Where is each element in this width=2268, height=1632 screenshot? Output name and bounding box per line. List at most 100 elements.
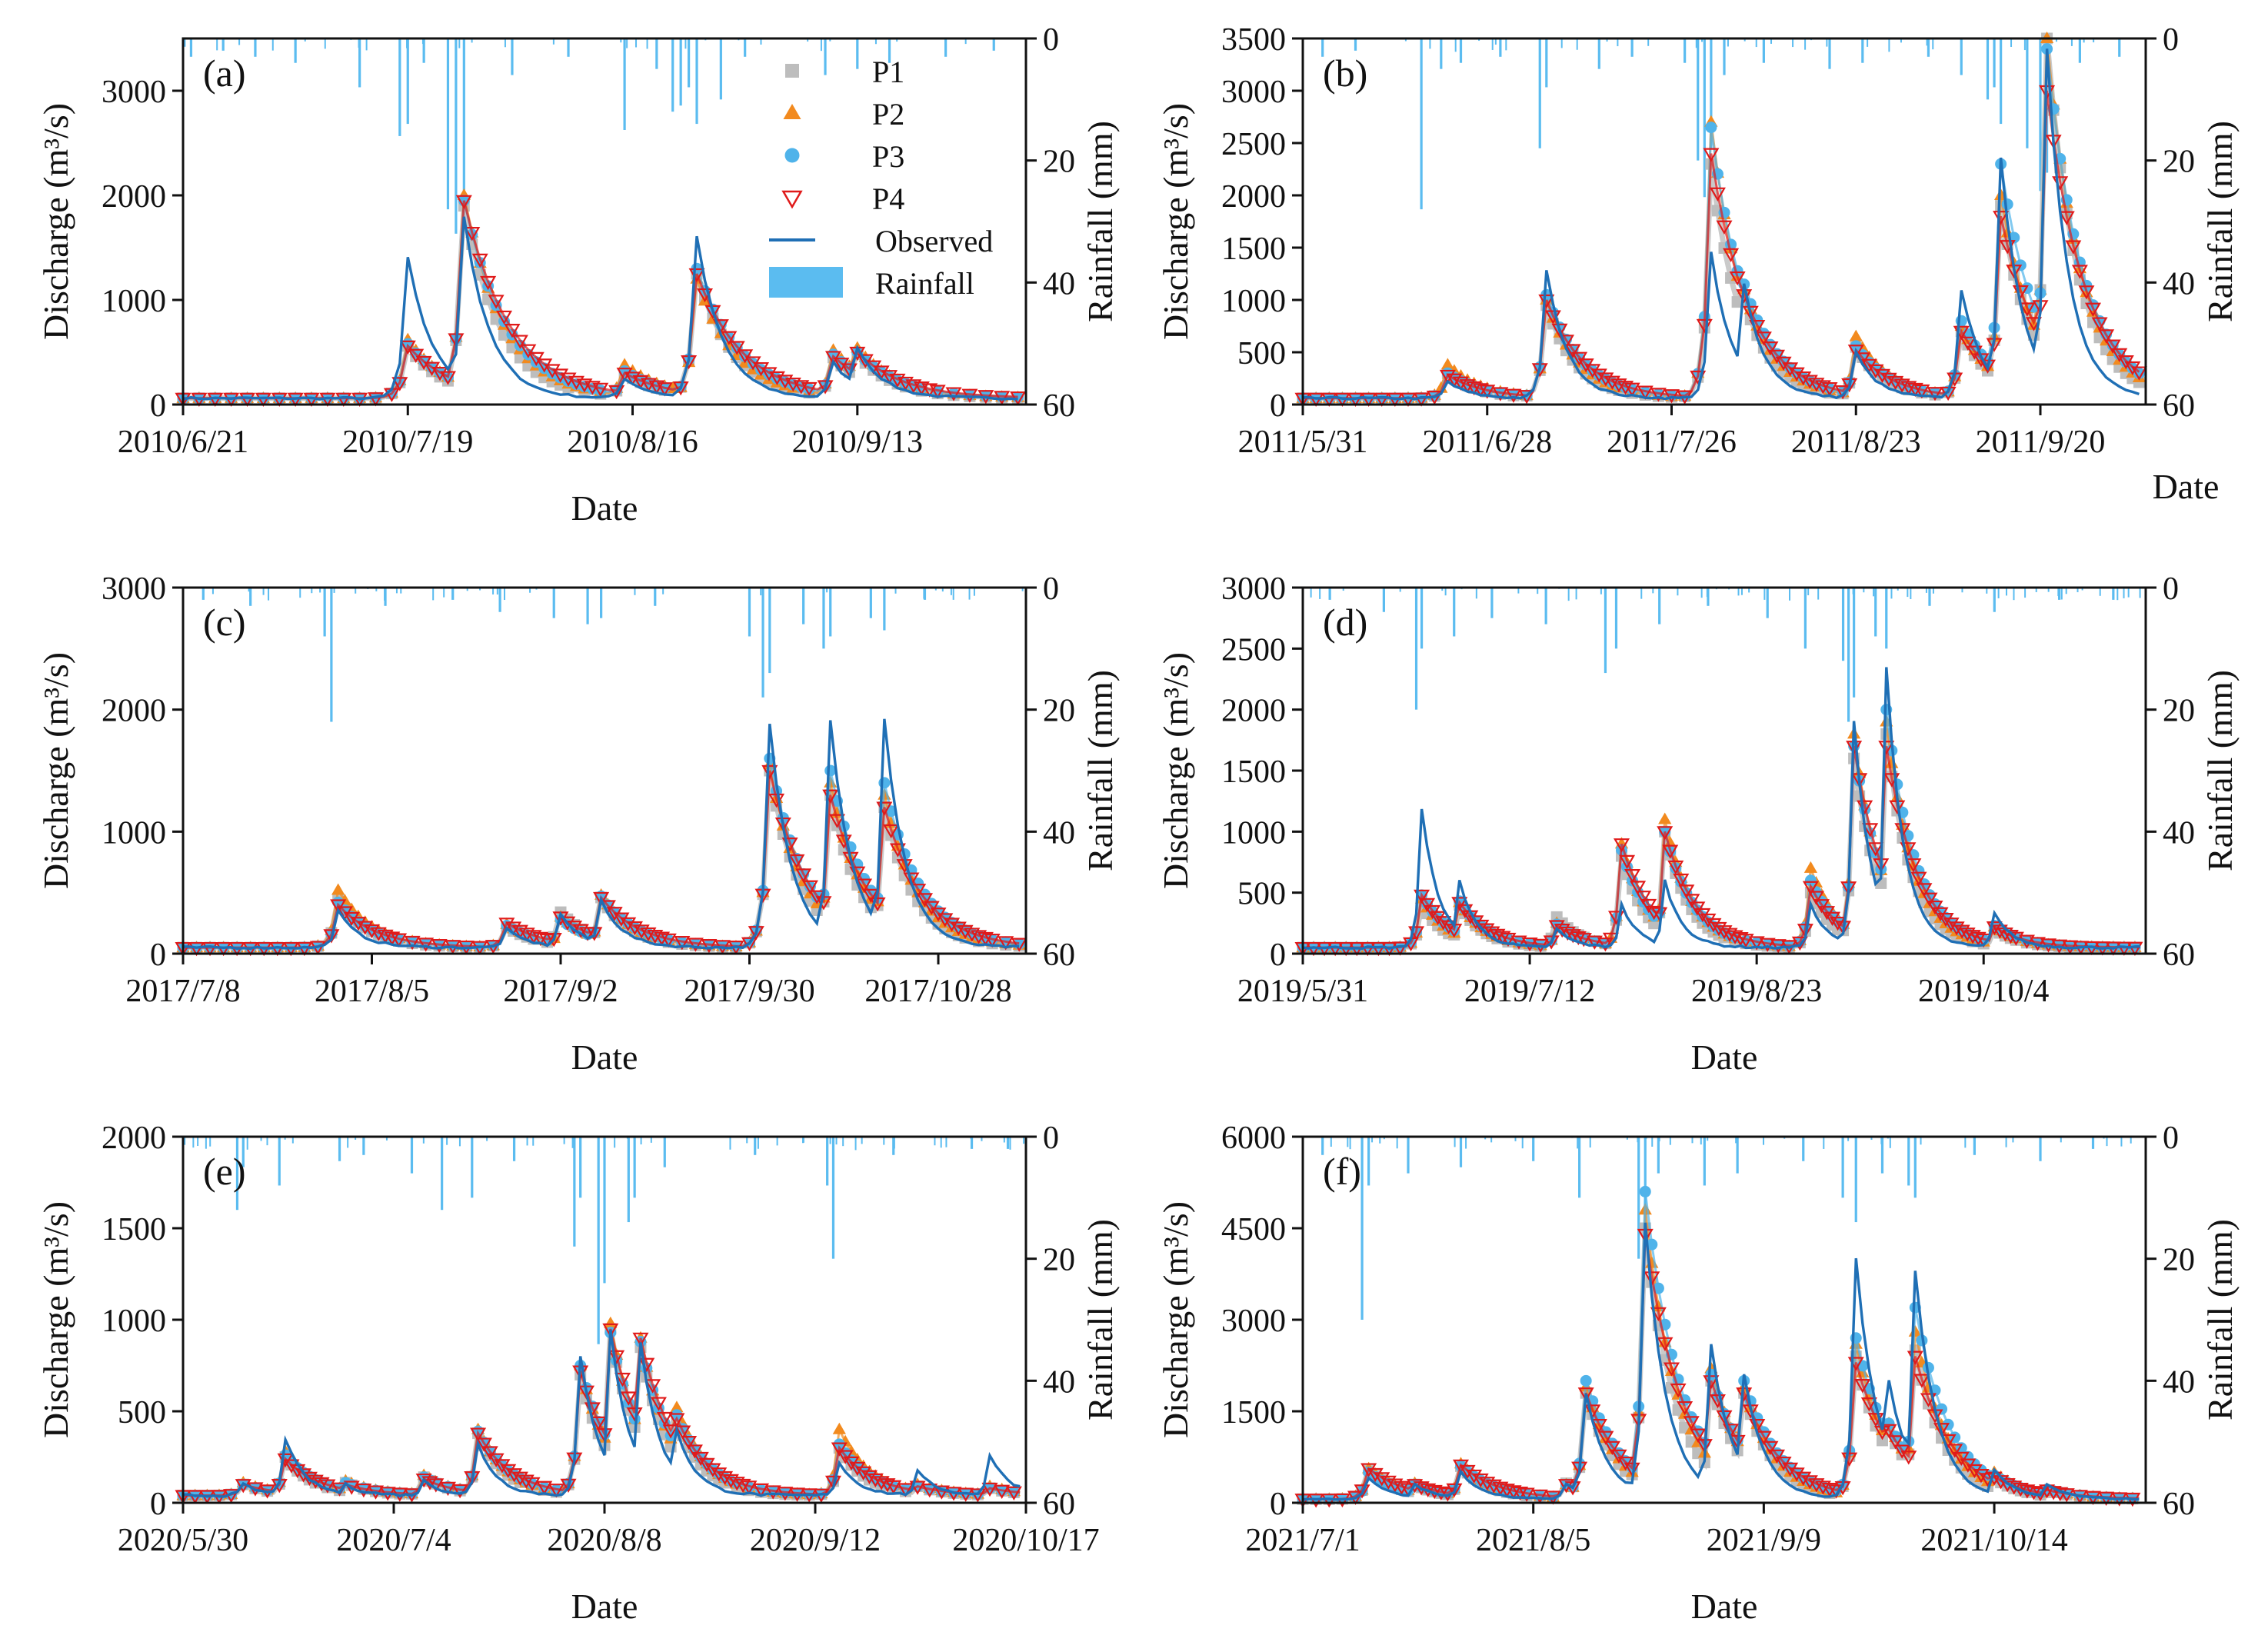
rainfall-bar — [2083, 38, 2085, 43]
data-point-p4 — [728, 1477, 745, 1491]
data-point-p4 — [1435, 916, 1452, 931]
x-tick-label: 2020/5/30 — [118, 1523, 248, 1558]
data-point-p2 — [1440, 358, 1454, 370]
rainfall-bar — [184, 1137, 186, 1145]
rainfall-bar — [952, 588, 954, 600]
x-axis: 2010/6/21 2010/7/19 2010/8/16 2010/9/13 — [118, 405, 923, 460]
data-point-p4 — [1813, 899, 1830, 914]
data-point-p3 — [833, 1438, 845, 1450]
data-point-p4 — [1867, 842, 1884, 857]
y2-tick-label: 0 — [1043, 571, 1059, 607]
data-point-p4 — [704, 1463, 721, 1477]
data-point-p4 — [548, 1484, 565, 1498]
rainfall-bar — [1700, 1137, 1702, 1145]
data-point-p4 — [1518, 1487, 1535, 1502]
rainfall-bar — [205, 1137, 207, 1149]
rainfall-bar — [221, 38, 225, 51]
data-point-p4 — [1466, 1469, 1483, 1484]
data-point-p4 — [849, 1461, 866, 1477]
data-point-p4 — [1597, 938, 1614, 952]
data-point-p4 — [1927, 387, 1943, 401]
data-point-p4 — [301, 1471, 318, 1487]
rainfall-bar — [842, 1137, 844, 1147]
data-point-p4 — [350, 917, 367, 931]
rainfall-bar — [1697, 38, 1700, 161]
rainfall-bar — [650, 1137, 652, 1143]
rainfall-bar — [504, 38, 506, 48]
rainfall-bar — [1707, 588, 1710, 606]
rainfall-bar — [684, 38, 687, 49]
rainfall-bar — [2123, 588, 2125, 598]
rainfall-bar — [355, 1137, 357, 1140]
y-axis-title: Discharge (m³/s) — [1156, 652, 1195, 889]
rainfall-bar — [266, 1137, 268, 1146]
rainfall-bar — [1932, 38, 1934, 50]
y-tick-label: 3000 — [1221, 571, 1286, 607]
rainfall-bar — [238, 38, 241, 45]
data-point-p4 — [1543, 935, 1560, 950]
data-point-p4 — [1953, 1451, 1970, 1467]
data-point-p4 — [1721, 928, 1738, 942]
data-point-p4 — [883, 824, 900, 839]
rainfall-bar — [1993, 38, 1996, 88]
rainfall-bar — [2005, 1137, 2007, 1147]
rainfall-bar — [1637, 1137, 1640, 1259]
rainfall-bar — [1701, 38, 1703, 42]
data-point-p4 — [897, 1483, 914, 1497]
y-tick-label: 0 — [150, 1487, 166, 1522]
legend: P1 P2 P3 P4 Observed Rainfall — [769, 55, 993, 301]
rainfall-bar — [729, 1137, 731, 1150]
data-point-p4 — [984, 933, 1001, 948]
rainfall-bar — [1695, 38, 1697, 48]
rainfall-bar — [1545, 38, 1548, 88]
data-point-p1 — [1877, 1434, 1888, 1447]
x-tick-label: 2010/9/13 — [792, 425, 923, 460]
simulated-line-p3 — [1303, 1191, 2140, 1500]
right-axis: 0 20 40 60 — [1026, 1121, 1075, 1522]
legend-marker-rainfall — [769, 267, 843, 298]
data-point-p4 — [1893, 378, 1910, 393]
data-point-p4 — [656, 382, 673, 397]
rainfall-bar — [498, 588, 501, 612]
data-point-p4 — [498, 918, 515, 932]
data-point-p4 — [544, 364, 561, 378]
rainfall-bars — [1310, 588, 2141, 722]
rainfall-bar — [1490, 588, 1494, 618]
rainfall-bar — [2039, 1137, 2042, 1161]
rainfall-bar — [1900, 38, 1902, 43]
rainfall-bar — [563, 1137, 565, 1144]
left-axis: 0 1000 2000 3000 — [102, 571, 183, 973]
data-point-p4 — [711, 1467, 728, 1482]
y-tick-label: 0 — [1270, 1487, 1286, 1522]
rainfall-bar — [1763, 588, 1766, 600]
rainfall-bar — [1517, 588, 1520, 594]
data-point-p4 — [1446, 373, 1463, 388]
rainfall-bar — [1823, 1137, 1825, 1149]
plot-frame — [182, 37, 1027, 406]
rainfall-bar — [1885, 588, 1887, 600]
data-point-p4 — [439, 1481, 456, 1497]
simulated-line-p4 — [1303, 1234, 2140, 1500]
data-point-p4 — [518, 1474, 535, 1489]
data-point-p4 — [1835, 921, 1852, 935]
legend-label: P2 — [872, 97, 904, 132]
data-point-p4 — [1700, 913, 1717, 928]
data-point-p4 — [271, 392, 288, 408]
simulated-series-p1 — [1297, 1222, 2140, 1505]
y-tick-label: 500 — [1237, 336, 1286, 371]
legend-marker-p3 — [784, 148, 800, 163]
data-point-p4 — [1640, 898, 1657, 914]
rainfall-bar — [365, 38, 368, 51]
rainfall-bar — [1009, 1137, 1011, 1150]
data-point-p4 — [1663, 1362, 1680, 1377]
rainfall-bar — [1367, 1137, 1370, 1186]
y-tick-label: 1000 — [102, 815, 166, 851]
rainfall-bar — [1396, 1137, 1398, 1149]
data-point-p4 — [1782, 362, 1799, 377]
rainfall-bar — [422, 38, 425, 63]
rainfall-bar — [526, 1137, 528, 1146]
y-tick-label: 2000 — [102, 179, 166, 215]
rainfall-bar — [1802, 1137, 1805, 1161]
data-point-p4 — [1880, 372, 1897, 388]
data-point-p4 — [1795, 371, 1812, 386]
